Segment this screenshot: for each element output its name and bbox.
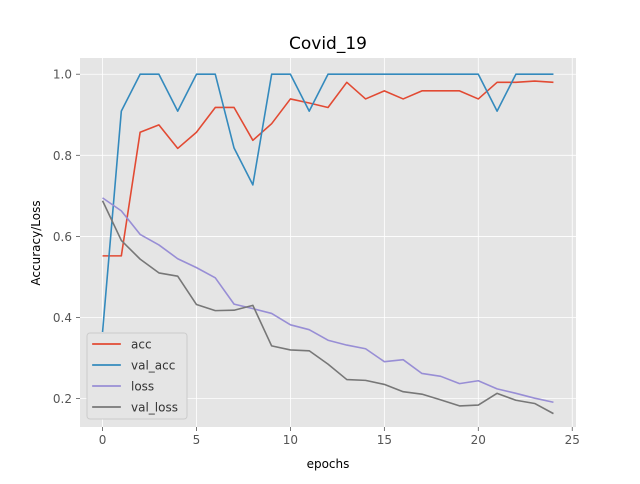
legend: acc val_acc loss val_loss — [86, 332, 188, 420]
y-tick-label: 0.6 — [53, 230, 72, 244]
chart-title: Covid_19 — [289, 34, 367, 54]
x-tick-label: 10 — [283, 433, 298, 447]
legend-label-val-loss: val_loss — [131, 401, 178, 415]
legend-label-val-acc: val_acc — [131, 359, 175, 373]
legend-label-loss: loss — [131, 380, 154, 394]
series-line-acc — [102, 80, 554, 257]
legend-label-acc: acc — [131, 338, 152, 352]
x-tick-label: 20 — [471, 433, 486, 447]
y-tick-label: 0.8 — [53, 149, 72, 163]
y-tick-label: 0.2 — [53, 392, 72, 406]
y-axis-label: Accuracy/Loss — [29, 200, 43, 285]
series-lines — [101, 73, 554, 415]
x-axis-ticks: 0 5 10 15 20 25 — [99, 427, 580, 447]
series-line-loss — [102, 197, 554, 404]
x-tick-label: 5 — [193, 433, 201, 447]
x-tick-label: 15 — [377, 433, 392, 447]
series-line-val-loss — [101, 200, 554, 415]
x-tick-label: 0 — [99, 433, 107, 447]
x-axis-label: epochs — [307, 457, 350, 471]
y-tick-label: 0.4 — [53, 311, 72, 325]
series-line-val-acc — [101, 73, 554, 333]
x-tick-label: 25 — [565, 433, 580, 447]
y-tick-label: 1.0 — [53, 68, 72, 82]
y-axis-ticks: 0.2 0.4 0.6 0.8 1.0 — [53, 68, 80, 406]
legend-box — [86, 332, 188, 420]
